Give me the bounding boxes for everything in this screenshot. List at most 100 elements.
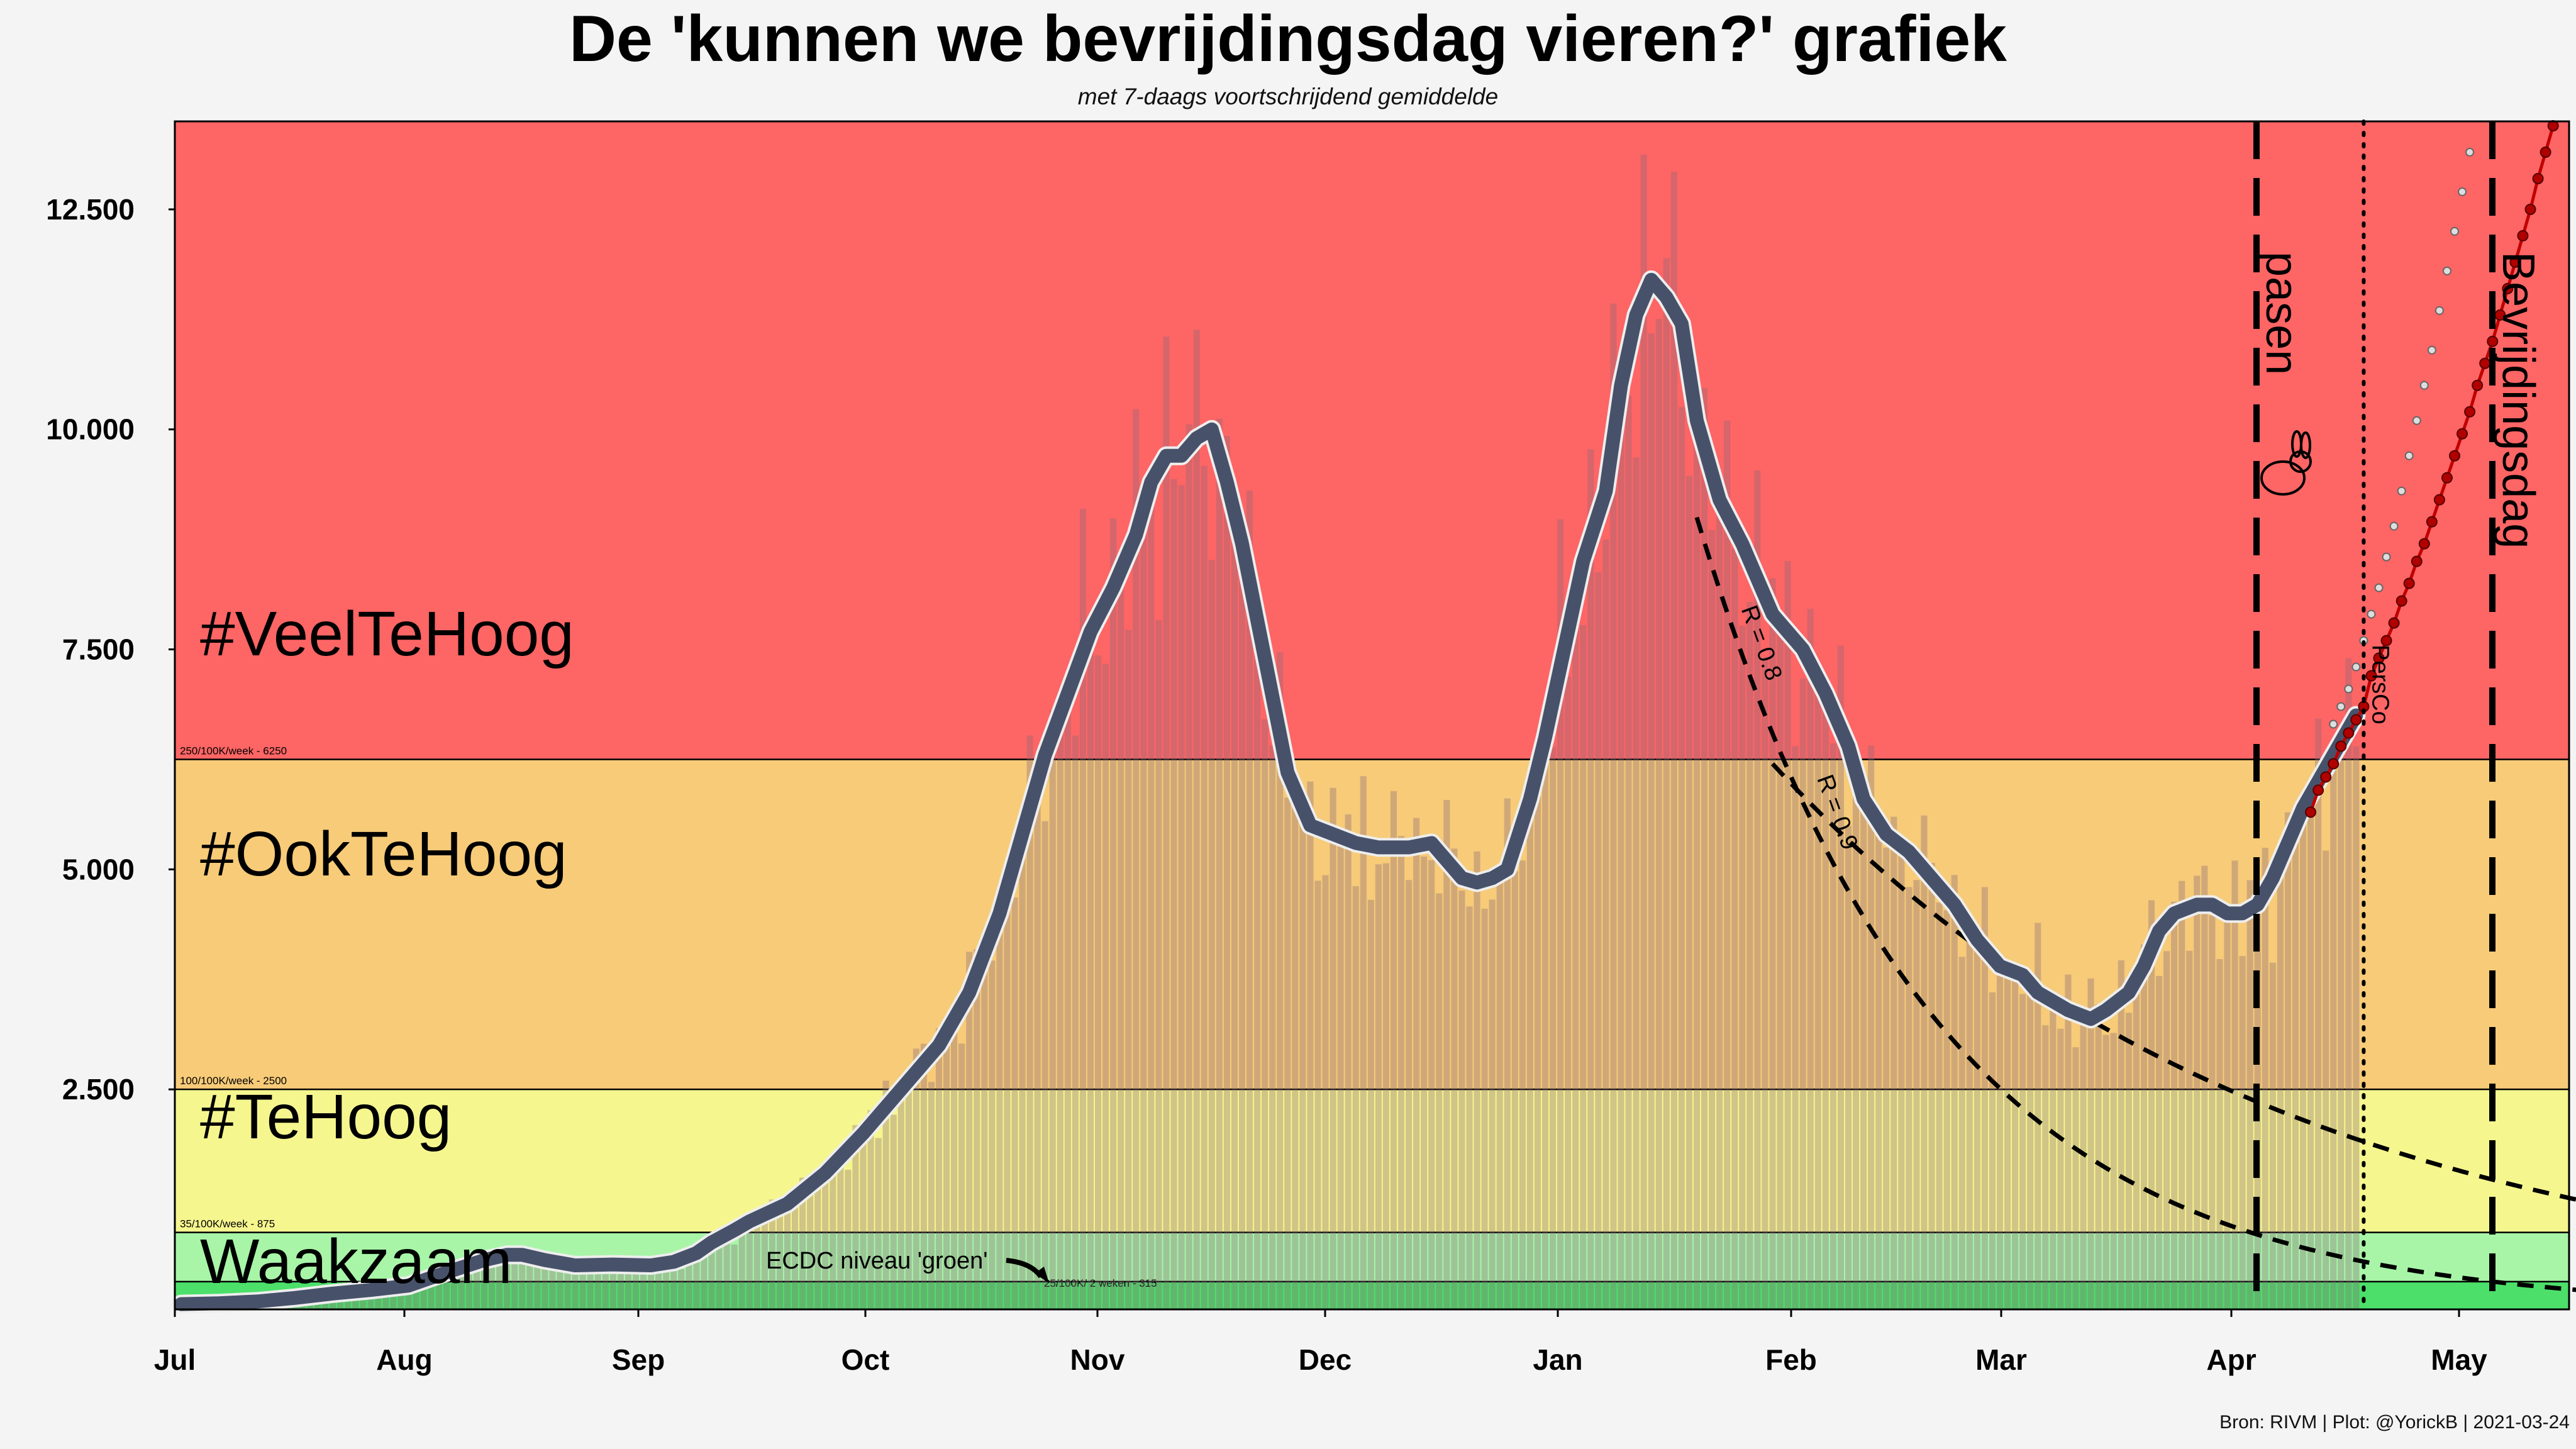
daily-bar — [1193, 330, 1200, 1309]
daily-bar — [1921, 815, 1928, 1309]
zone-threshold-label-2: 100/100K/week - 2500 — [180, 1075, 287, 1087]
projection-grey-point — [2397, 486, 2406, 496]
daily-bar — [2140, 944, 2148, 1309]
projection-grey-point — [2329, 719, 2338, 729]
daily-bar — [2269, 962, 2276, 1309]
daily-bar — [1640, 154, 1647, 1309]
daily-bar — [602, 1256, 609, 1309]
daily-bar — [397, 1289, 404, 1309]
average-line — [174, 272, 2363, 1311]
projection-red-point — [2320, 771, 2332, 783]
zone-label-2: #TeHoog — [200, 1082, 452, 1152]
daily-bar — [2209, 915, 2216, 1309]
daily-bar — [1246, 491, 1253, 1309]
vline-label-persco: PersCo — [2367, 645, 2393, 724]
daily-bar — [2095, 1004, 2102, 1309]
daily-bar — [1746, 602, 1753, 1309]
daily-bar — [579, 1264, 586, 1309]
daily-bar — [1777, 621, 1784, 1309]
daily-bar — [480, 1267, 488, 1309]
daily-bar — [723, 1233, 730, 1309]
daily-bar — [693, 1252, 700, 1309]
x-tick-label-8: Mar — [1975, 1343, 2027, 1376]
daily-bar — [1610, 303, 1617, 1310]
daily-bar — [367, 1292, 374, 1309]
daily-bar — [2087, 978, 2094, 1309]
ecdc-arrowhead — [1035, 1267, 1049, 1283]
projection-red-point — [2328, 758, 2340, 770]
daily-bar — [1170, 479, 1177, 1309]
daily-bar — [2102, 1035, 2109, 1309]
daily-bar — [2284, 812, 2291, 1309]
daily-bar — [1345, 814, 1352, 1309]
daily-bar — [1397, 836, 1405, 1309]
daily-bar — [670, 1261, 677, 1309]
daily-bar — [1458, 891, 1465, 1309]
daily-bar — [1845, 826, 1852, 1309]
daily-bar — [1382, 863, 1390, 1309]
daily-bar — [2277, 858, 2284, 1309]
daily-bar — [526, 1254, 533, 1309]
daily-bar — [1360, 776, 1367, 1309]
daily-bar — [1906, 887, 1913, 1309]
projection-red-point — [2472, 379, 2484, 391]
daily-bar — [648, 1271, 655, 1309]
daily-bar — [2042, 1025, 2049, 1309]
daily-bar — [534, 1263, 541, 1309]
daily-bar — [617, 1268, 624, 1309]
vline-label-bevrijdingsdag: Bevrijdingsdag — [2493, 252, 2543, 548]
daily-bar — [2201, 865, 2208, 1309]
projection-red-point — [2312, 784, 2324, 796]
projection-grey-point — [2367, 609, 2376, 619]
daily-bar — [587, 1265, 594, 1309]
projection-red-point — [2540, 146, 2551, 158]
projection-grey-point — [2344, 684, 2353, 694]
daily-bar — [428, 1279, 435, 1309]
daily-bar — [1011, 897, 1018, 1309]
daily-bar — [920, 1043, 927, 1309]
daily-bar — [2171, 901, 2178, 1309]
daily-bar — [1413, 818, 1420, 1309]
y-tick-label-2: 7.500 — [62, 633, 135, 666]
daily-bar — [1519, 860, 1526, 1309]
daily-bar — [989, 960, 996, 1309]
daily-bar — [1238, 564, 1246, 1309]
daily-bar — [951, 1018, 958, 1309]
daily-bar — [2133, 990, 2140, 1309]
daily-bar — [1852, 787, 1860, 1309]
daily-bar — [1133, 409, 1140, 1310]
daily-bar — [1549, 747, 1557, 1309]
daily-bar — [632, 1262, 640, 1309]
daily-bar — [1837, 645, 1845, 1309]
daily-bar — [738, 1221, 745, 1309]
daily-bar — [1026, 735, 1033, 1309]
daily-bar — [845, 1170, 852, 1309]
daily-bar — [1974, 933, 1980, 1309]
daily-bar — [1943, 910, 1950, 1309]
projection-red-point — [2479, 357, 2491, 369]
daily-bar — [1094, 655, 1102, 1309]
daily-bar — [1148, 493, 1155, 1310]
daily-bar — [625, 1269, 632, 1309]
daily-bar — [2262, 848, 2268, 1309]
projection-grey-point — [2404, 451, 2414, 460]
daily-bar — [1292, 777, 1299, 1309]
daily-bar — [1307, 781, 1314, 1309]
source-credit: Bron: RIVM | Plot: @YorickB | 2021-03-24 — [2219, 1412, 2570, 1433]
daily-bar — [2110, 1033, 2117, 1309]
zone-band-2 — [175, 1089, 2569, 1233]
daily-bar — [2118, 960, 2124, 1309]
daily-bar — [1352, 886, 1359, 1309]
daily-bar — [1504, 798, 1511, 1309]
daily-bar — [1989, 992, 1996, 1309]
daily-bar — [807, 1185, 814, 1309]
daily-bar — [1526, 779, 1533, 1309]
projection-grey-point — [2465, 147, 2475, 157]
daily-bar — [405, 1283, 412, 1309]
x-tick-label-4: Nov — [1070, 1343, 1125, 1376]
chart-subtitle: met 7-daags voortschrijdend gemiddelde — [1077, 84, 1499, 109]
daily-bar — [413, 1284, 419, 1309]
daily-bar — [958, 1043, 965, 1309]
daily-bar — [814, 1179, 821, 1309]
projection-red-point — [2380, 635, 2392, 647]
